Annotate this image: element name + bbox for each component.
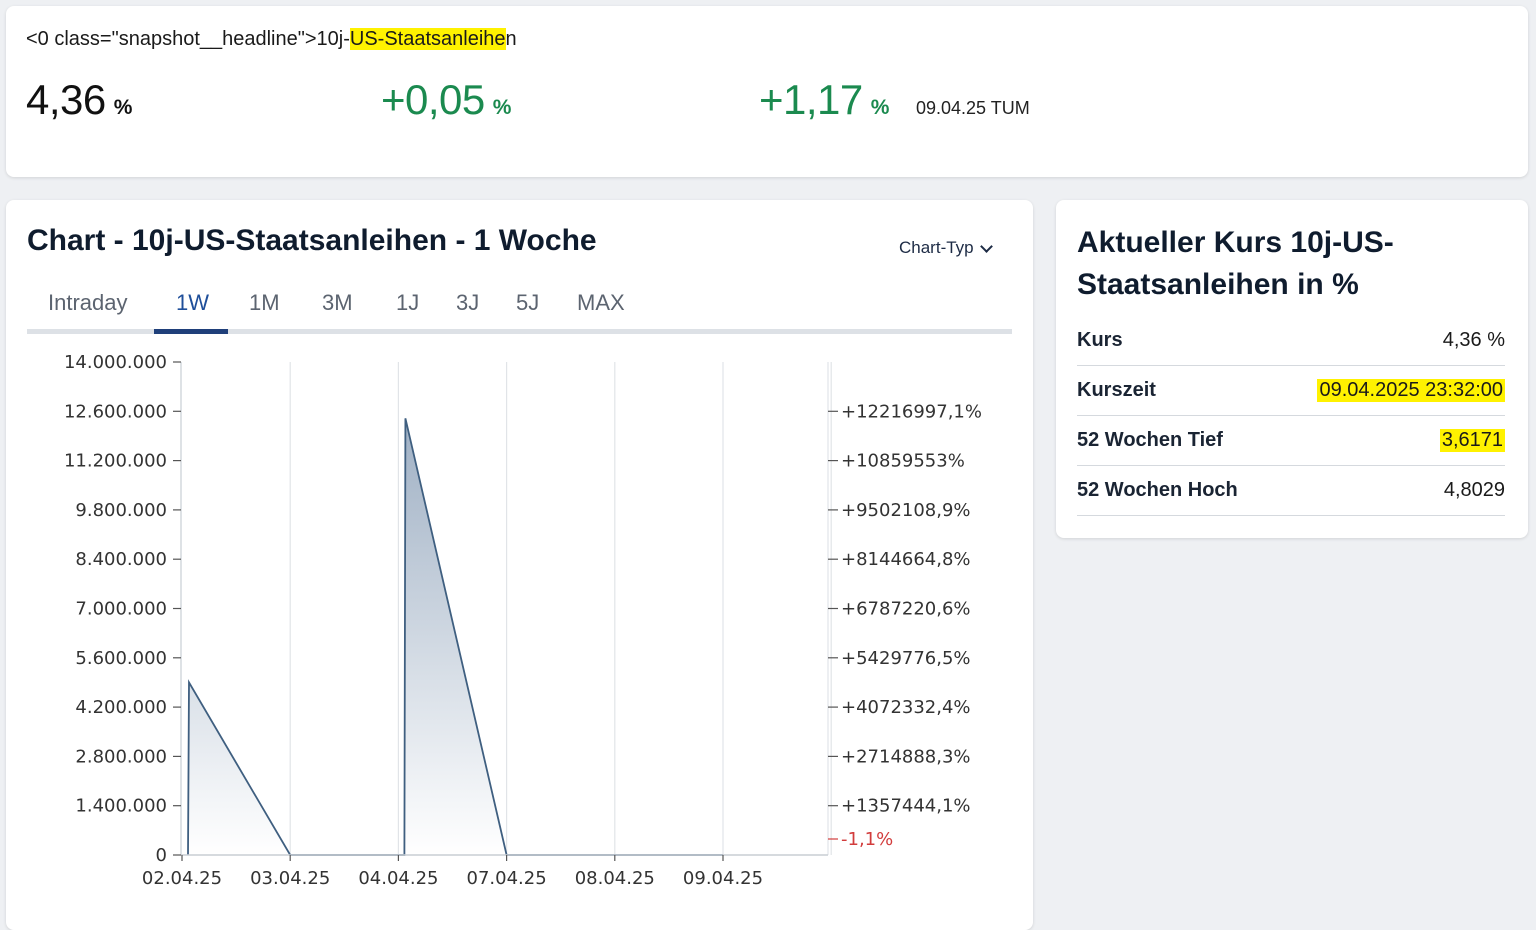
change-number: +0,05	[381, 76, 485, 123]
quote-row-label: 52 Wochen Tief	[1077, 429, 1223, 452]
x-tick-label: 09.04.25	[683, 868, 763, 889]
y-tick-label: 4.200.000	[75, 697, 167, 718]
price-number: 4,36	[26, 76, 106, 123]
tab-3m[interactable]: 3M	[322, 290, 353, 316]
change-percent-number: +1,17	[759, 76, 863, 123]
x-tick-label: 02.04.25	[142, 868, 222, 889]
headline-highlight: US-Staatsanleihe	[350, 28, 506, 50]
tab-1w[interactable]: 1W	[176, 290, 209, 316]
quote-row-label: 52 Wochen Hoch	[1077, 479, 1238, 502]
chart-type-label: Chart-Typ	[899, 238, 974, 258]
headline-suffix: n	[506, 28, 517, 50]
y-right-tick-label: +6787220,6%	[841, 599, 971, 620]
chart-type-dropdown[interactable]: Chart-Typ	[899, 238, 991, 258]
quote-row-label: Kurs	[1077, 329, 1123, 352]
timeframe-tabs: Intraday 1W 1M 3M 1J 3J 5J MAX	[27, 282, 1012, 334]
chart-card: Chart - 10j-US-Staatsanleihen - 1 Woche …	[6, 200, 1033, 930]
tab-intraday[interactable]: Intraday	[48, 290, 128, 316]
headline-prefix: <0 class="snapshot__headline">10j-	[26, 28, 350, 50]
tab-1m[interactable]: 1M	[249, 290, 280, 316]
change-percent-value: +1,17%	[759, 76, 889, 124]
active-tab-indicator	[154, 329, 228, 334]
y-right-tick-label: +12216997,1%	[841, 401, 982, 422]
quote-row-value: 4,8029	[1444, 479, 1505, 502]
quote-row-label: Kurszeit	[1077, 379, 1156, 402]
x-tick-label: 04.04.25	[358, 868, 438, 889]
y-tick-label: 5.600.000	[75, 648, 167, 669]
y-right-tick-label: +8144664,8%	[841, 549, 971, 570]
y-right-tick-label: +9502108,9%	[841, 500, 971, 521]
quote-row-kurs: Kurs 4,36 %	[1077, 316, 1505, 366]
snapshot-headline: <0 class="snapshot__headline">10j-US-Sta…	[26, 28, 517, 51]
current-quote-card: Aktueller Kurs 10j-US-Staatsanleihen in …	[1056, 200, 1528, 538]
change-value: +0,05%	[381, 76, 511, 124]
tab-5j[interactable]: 5J	[516, 290, 539, 316]
y-right-tick-label: +10859553%	[841, 451, 965, 472]
y-right-tick-label: +4072332,4%	[841, 697, 971, 718]
snapshot-card: <0 class="snapshot__headline">10j-US-Sta…	[6, 6, 1528, 177]
chevron-down-icon	[980, 240, 993, 253]
y-tick-label: 2.800.000	[75, 746, 167, 767]
quote-row-52w-high: 52 Wochen Hoch 4,8029	[1077, 466, 1505, 516]
quote-row-52w-low: 52 Wochen Tief 3,6171	[1077, 416, 1505, 466]
quote-card-title: Aktueller Kurs 10j-US-Staatsanleihen in …	[1077, 222, 1477, 306]
y-tick-label: 1.400.000	[75, 796, 167, 817]
y-right-tick-label: -1,1%	[841, 829, 893, 850]
price-unit: %	[114, 96, 133, 119]
y-right-tick-label: +5429776,5%	[841, 648, 971, 669]
change-unit: %	[493, 96, 512, 119]
y-right-tick-label: +2714888,3%	[841, 746, 971, 767]
chart-title: Chart - 10j-US-Staatsanleihen - 1 Woche	[27, 224, 597, 258]
tab-max[interactable]: MAX	[577, 290, 625, 316]
y-right-tick-label: +1357444,1%	[841, 796, 971, 817]
x-tick-label: 03.04.25	[250, 868, 330, 889]
quote-row-kurszeit: Kurszeit 09.04.2025 23:32:00	[1077, 366, 1505, 416]
y-tick-label: 8.400.000	[75, 549, 167, 570]
y-tick-label: 0	[156, 845, 167, 866]
price-chart: 0 1.400.000 2.800.000 4.200.000 5.600.000 7.0…	[6, 340, 1026, 900]
price-value: 4,36%	[26, 76, 132, 124]
x-tick-label: 08.04.25	[575, 868, 655, 889]
y-tick-label: 14.000.000	[64, 352, 167, 373]
y-tick-label: 11.200.000	[64, 451, 167, 472]
quote-row-value: 09.04.2025 23:32:00	[1317, 379, 1505, 402]
quote-timestamp: 09.04.25 TUM	[916, 98, 1030, 119]
tab-1j[interactable]: 1J	[396, 290, 419, 316]
x-tick-label: 07.04.25	[467, 868, 547, 889]
tab-3j[interactable]: 3J	[456, 290, 479, 316]
change-percent-unit: %	[871, 96, 890, 119]
quote-row-value: 3,6171	[1440, 429, 1505, 452]
y-tick-label: 12.600.000	[64, 401, 167, 422]
y-tick-label: 9.800.000	[75, 500, 167, 521]
y-tick-label: 7.000.000	[75, 599, 167, 620]
quote-row-value: 4,36 %	[1443, 329, 1505, 352]
